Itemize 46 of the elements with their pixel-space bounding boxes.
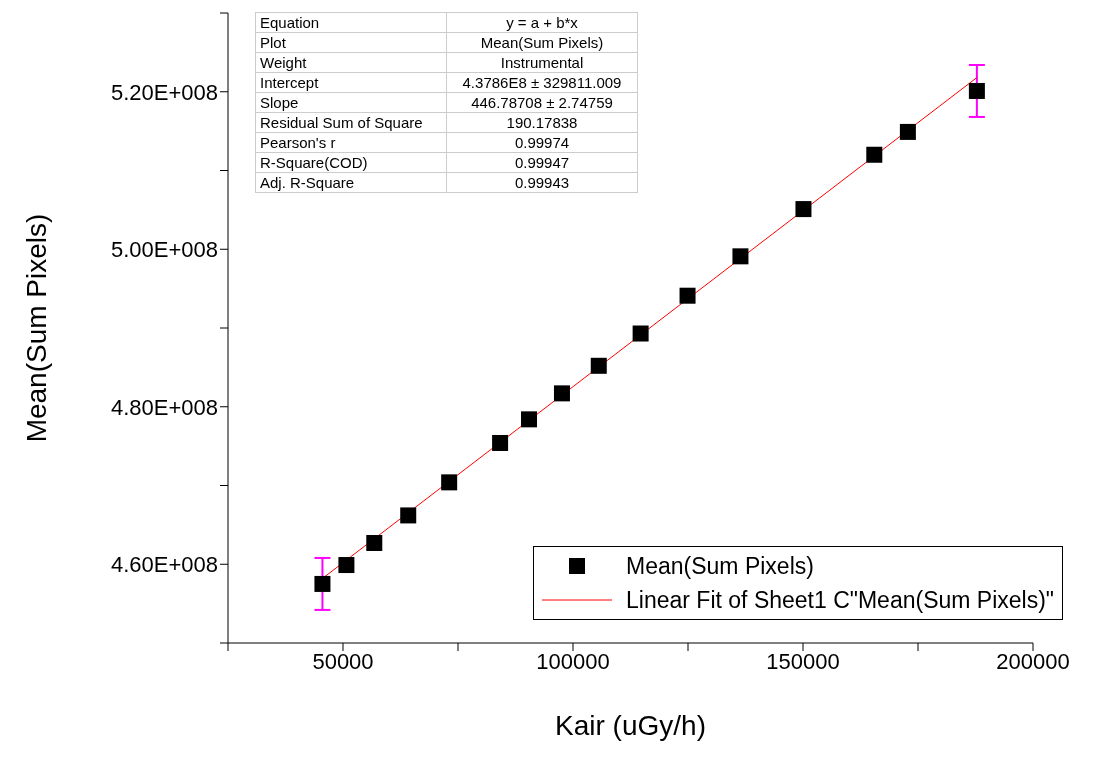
annotation: Intercept [255, 72, 447, 93]
annotation: 190.17838 [446, 112, 638, 133]
annotation: Weight [255, 52, 447, 73]
point [590, 357, 607, 374]
point [314, 575, 331, 592]
y-tick-label: 4.80E+008 [110, 394, 218, 420]
y-tick-label: 5.00E+008 [110, 237, 218, 263]
point [679, 287, 696, 304]
point [632, 325, 649, 342]
annotation: 0.99947 [446, 152, 638, 173]
annotation: y = a + b*x [446, 12, 638, 33]
x-tick-label: 50000 [312, 648, 374, 674]
point [521, 411, 538, 428]
annotation: R-Square(COD) [255, 152, 447, 173]
annotation: Adj. R-Square [255, 172, 447, 193]
y-axis-title: Mean(Sum Pixels) [20, 213, 52, 443]
annotation: 4.3786E8 ± 329811.009 [446, 72, 638, 93]
legend-label: Mean(Sum Pixels) [626, 552, 814, 581]
annotation: Equation [255, 12, 447, 33]
point [492, 434, 509, 451]
annotation: Slope [255, 92, 447, 113]
annotation: Instrumental [446, 52, 638, 73]
annotation: 0.99943 [446, 172, 638, 193]
annotation: 446.78708 ± 2.74759 [446, 92, 638, 113]
annotation: Plot [255, 32, 447, 53]
x-tick-label: 100000 [536, 648, 610, 674]
point [795, 201, 812, 218]
point [441, 474, 458, 491]
point [338, 557, 355, 574]
y-tick-label: 5.20E+008 [110, 79, 218, 105]
point [366, 534, 383, 551]
point [553, 385, 570, 402]
y-tick-label: 4.60E+008 [110, 552, 218, 578]
annotation: Residual Sum of Square [255, 112, 447, 133]
point [899, 123, 916, 140]
x-tick-label: 200000 [996, 648, 1070, 674]
point [400, 507, 417, 524]
legend-label: Linear Fit of Sheet1 C"Mean(Sum Pixels)" [626, 586, 1054, 615]
annotation: Pearson's r [255, 132, 447, 153]
point [732, 248, 749, 265]
point [968, 82, 985, 99]
x-axis-title: Kair (uGy/h) [555, 710, 706, 741]
point [866, 146, 883, 163]
annotation: 0.99974 [446, 132, 638, 153]
annotation: Mean(Sum Pixels) [446, 32, 638, 53]
x-tick-label: 150000 [766, 648, 840, 674]
